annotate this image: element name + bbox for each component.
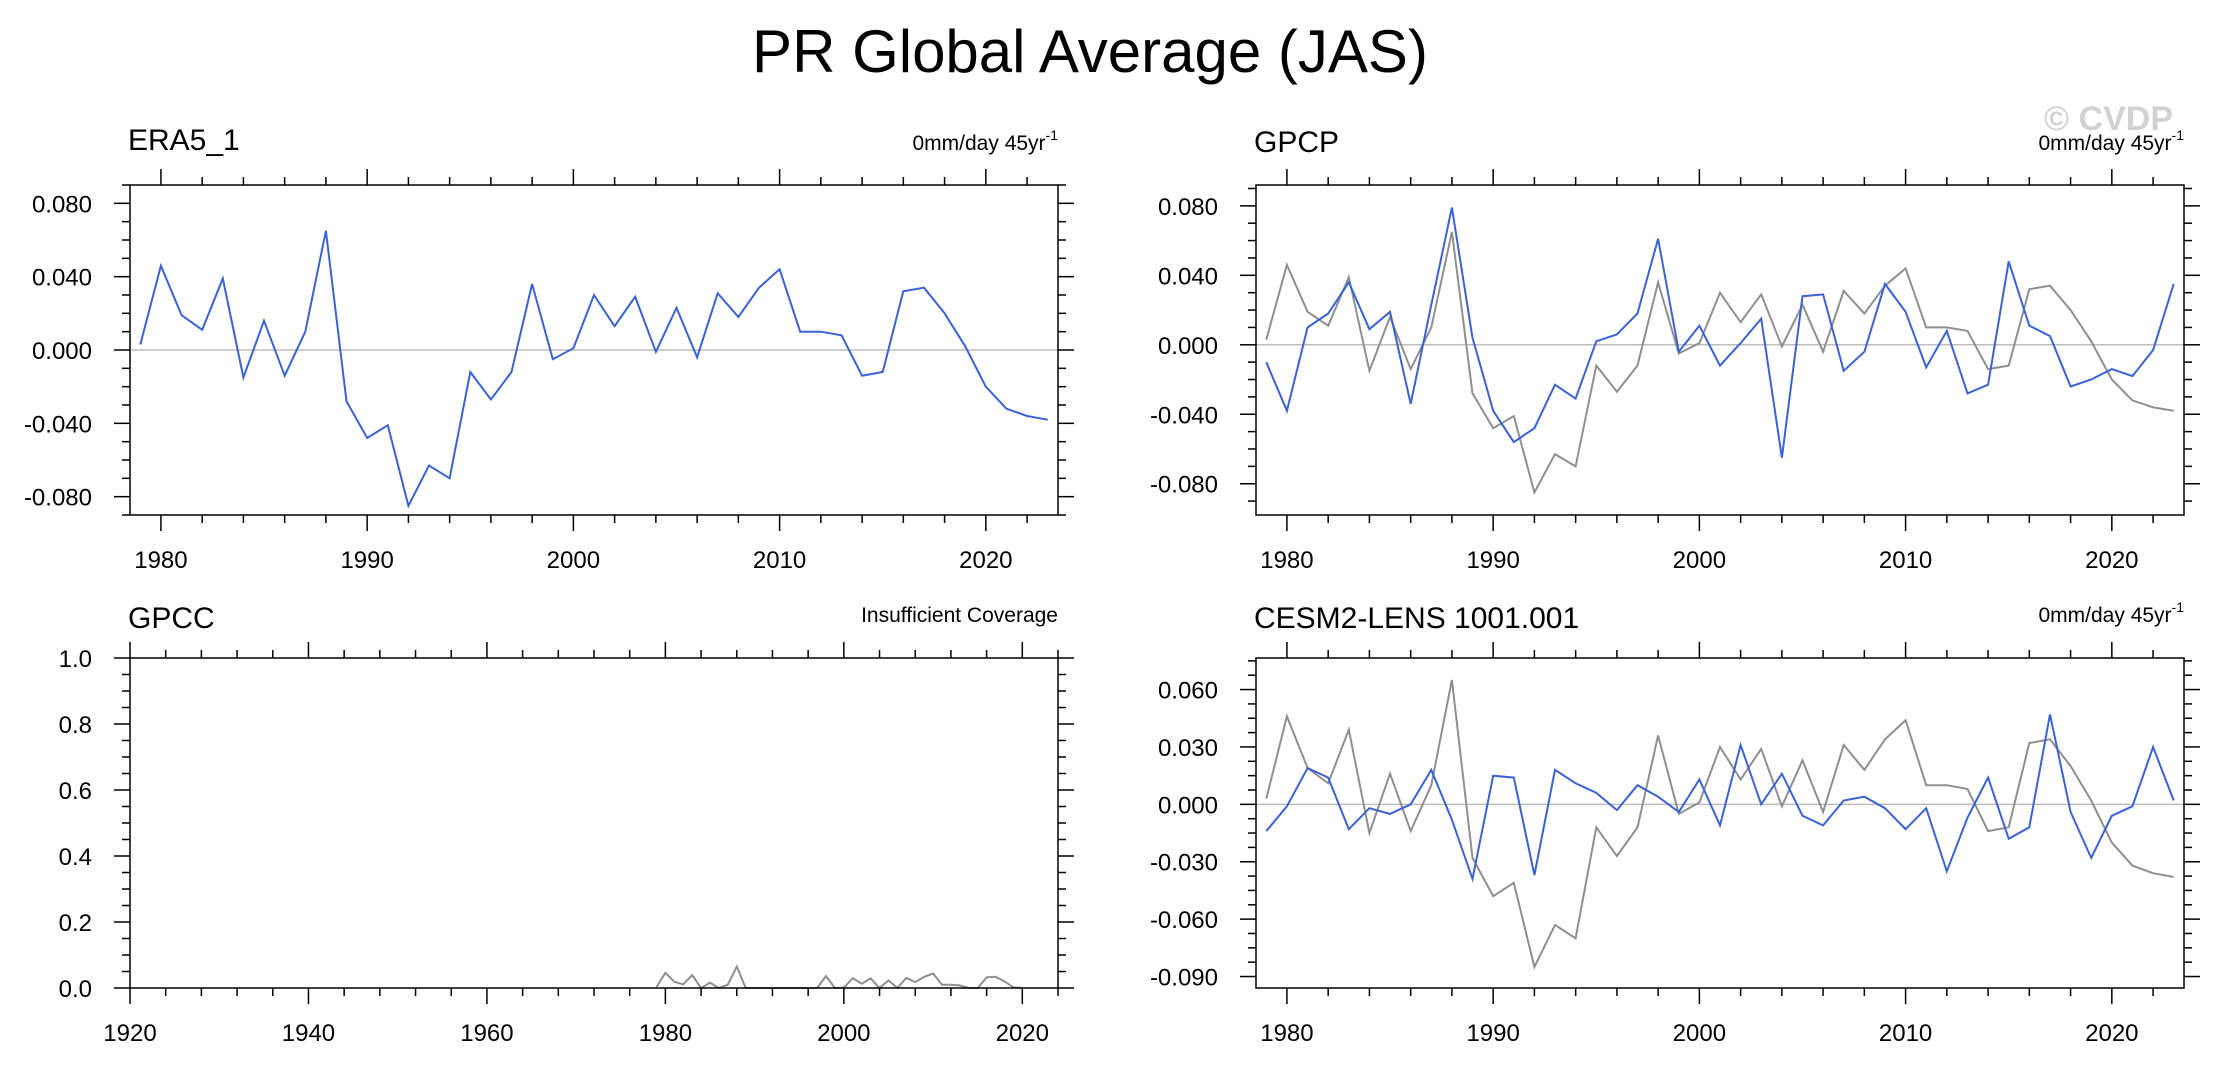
plot-frame xyxy=(1255,657,2185,989)
series-line-reference xyxy=(655,964,1023,990)
y-tick-label: -0.060 xyxy=(1150,907,1218,934)
x-tick-label: 2000 xyxy=(1673,547,1726,574)
panel-gpcc: GPCC Insufficient Coverage 1920 1940 1960 1… xyxy=(59,602,1074,1047)
panel-title: GPCP xyxy=(1254,126,1339,159)
y-tick-label: 0.000 xyxy=(1158,333,1218,360)
trend-label-text: 0mm/day 45yr xyxy=(913,132,1046,155)
series-line-main xyxy=(139,230,1048,509)
y-tick-label: 1.0 xyxy=(59,646,92,673)
trend-label-text: Insufficient Coverage xyxy=(861,604,1058,627)
series-line-reference xyxy=(1265,679,2174,970)
y-tick-label: 0.000 xyxy=(32,338,92,365)
x-tick-label: 2010 xyxy=(1879,1020,1932,1047)
y-tick-label: 0.040 xyxy=(32,265,92,292)
x-tick-label: 2000 xyxy=(817,1020,870,1047)
y-tick-label: 0.6 xyxy=(59,778,92,805)
x-tick-label: 1990 xyxy=(1466,1020,1519,1047)
panel-title: GPCC xyxy=(128,602,215,635)
y-tick-label: 0.080 xyxy=(1158,194,1218,221)
x-tick-label: 2000 xyxy=(1673,1020,1726,1047)
y-tick-label: 0.4 xyxy=(59,844,92,871)
y-tick-label: 0.0 xyxy=(59,976,92,1003)
plot-frame xyxy=(1255,184,2185,516)
series-line-reference xyxy=(1265,231,2174,496)
panel-title: CESM2-LENS 1001.001 xyxy=(1254,602,1579,635)
series-line-main xyxy=(1265,207,2175,458)
y-tick-label: 0.000 xyxy=(1158,792,1218,819)
x-tick-label: 1960 xyxy=(460,1020,513,1047)
x-tick-label: 2020 xyxy=(2085,547,2138,574)
x-tick-label: 1990 xyxy=(340,547,393,574)
y-tick-label: -0.040 xyxy=(1150,402,1218,429)
x-tick-label: 1980 xyxy=(1260,1020,1313,1047)
x-tick-label: 2020 xyxy=(959,547,1012,574)
y-tick-label: 0.8 xyxy=(59,712,92,739)
panel-title: ERA5_1 xyxy=(128,124,240,157)
y-tick-label: 0.060 xyxy=(1158,678,1218,705)
coverage-label: Insufficient Coverage xyxy=(861,604,1058,627)
y-tick-label: -0.040 xyxy=(24,411,92,438)
trend-label-sup: -1 xyxy=(2172,599,2185,615)
trend-label-text: 0mm/day 45yr xyxy=(2039,132,2172,155)
y-tick-label: 0.040 xyxy=(1158,263,1218,290)
y-tick-label: -0.080 xyxy=(1150,472,1218,499)
y-tick-label: -0.030 xyxy=(1150,850,1218,877)
trend-label-text: 0mm/day 45yr xyxy=(2039,604,2172,627)
y-tick-label: -0.080 xyxy=(24,485,92,512)
x-tick-label: 2020 xyxy=(2085,1020,2138,1047)
plot-frame xyxy=(129,657,1059,989)
figure-title: PR Global Average (JAS) xyxy=(752,18,1428,85)
panel-gpcp: GPCP 0mm/day 45yr-1 1980 1990 2000 2010 2020… xyxy=(1150,126,2200,574)
y-tick-label: 0.030 xyxy=(1158,735,1218,762)
x-tick-label: 1990 xyxy=(1466,547,1519,574)
x-tick-label: 1920 xyxy=(103,1020,156,1047)
trend-label: 0mm/day 45yr-1 xyxy=(913,127,1059,155)
x-tick-label: 1980 xyxy=(1260,547,1313,574)
trend-label: 0mm/day 45yr-1 xyxy=(2039,127,2185,155)
x-tick-label: 2000 xyxy=(547,547,600,574)
y-tick-label: 0.080 xyxy=(32,191,92,218)
x-tick-label: 1980 xyxy=(639,1020,692,1047)
plot-area: 1980 1990 2000 2010 2020 -0.080 -0.040 0.000 0.0… xyxy=(1150,169,2200,574)
panel-era5: ERA5_1 0mm/day 45yr-1 1980 1990 2000 2010 20… xyxy=(24,124,1074,574)
trend-label-sup: -1 xyxy=(1046,127,1059,143)
plot-area: 1920 1940 1960 1980 2000 2020 0.0 0.2 0.4 0.6 0.8 1… xyxy=(59,642,1074,1047)
y-tick-label: -0.090 xyxy=(1150,965,1218,992)
plot-area: 1980 1990 2000 2010 2020 -0.080 -0.040 0.000 0.0… xyxy=(24,169,1074,574)
x-tick-label: 2020 xyxy=(996,1020,1049,1047)
trend-label-sup: -1 xyxy=(2172,127,2185,143)
panel-cesm2-lens: CESM2-LENS 1001.001 0mm/day 45yr-1 1980 1… xyxy=(1150,599,2200,1047)
x-tick-label: 2010 xyxy=(753,547,806,574)
y-tick-label: 0.2 xyxy=(59,910,92,937)
x-tick-label: 1980 xyxy=(134,547,187,574)
plot-area: 1980 1990 2000 2010 2020 -0.090 -0.060 -0.030 0.… xyxy=(1150,642,2200,1047)
series-line-main xyxy=(1265,714,2175,883)
x-tick-label: 1940 xyxy=(282,1020,335,1047)
trend-label: 0mm/day 45yr-1 xyxy=(2039,599,2185,627)
x-tick-label: 2010 xyxy=(1879,547,1932,574)
cvdp-watermark: © CVDP xyxy=(2044,100,2173,138)
